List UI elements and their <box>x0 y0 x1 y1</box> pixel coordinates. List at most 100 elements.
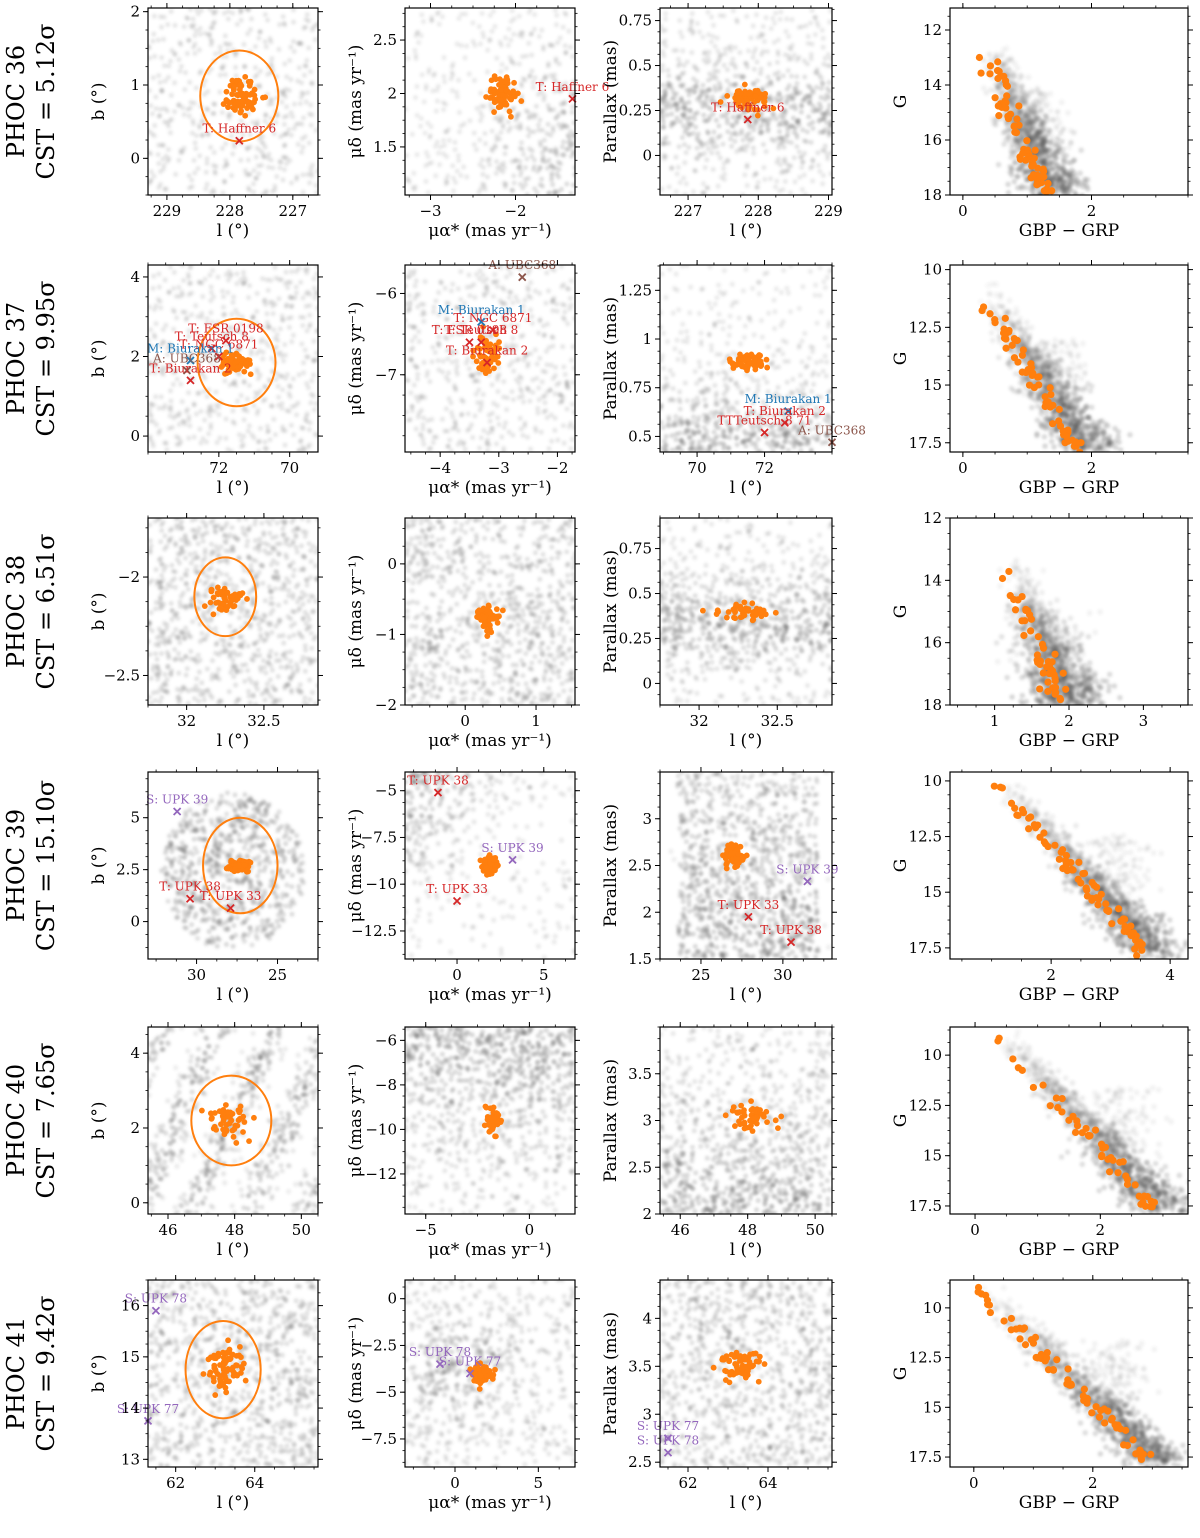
known-cluster-marker: A: UBC368 <box>152 351 221 375</box>
y-tick-label: 14 <box>121 1399 140 1417</box>
y-axis-label: Parallax (mas) <box>601 40 621 163</box>
x-axis-label: l (°) <box>730 478 763 498</box>
member-point <box>1003 92 1011 100</box>
member-point <box>735 851 741 857</box>
x-tick-label: 0 <box>970 1221 980 1239</box>
member-point <box>229 77 236 84</box>
y-tick-label: −2 <box>118 568 140 586</box>
y-tick-label: 1.25 <box>619 281 652 299</box>
y-axis-label: μδ (mas yr⁻¹) <box>346 1064 366 1178</box>
member-point <box>741 1112 748 1119</box>
x-tick-label: 72 <box>209 459 228 477</box>
x-tick-label: 25 <box>691 966 710 984</box>
cluster-members <box>710 1349 768 1386</box>
known-cluster-marker: T: UPK 38 <box>407 774 469 797</box>
member-point <box>1079 1392 1087 1400</box>
member-point <box>1001 77 1010 85</box>
known-cluster-marker: M: Biurakan 1 <box>745 392 832 416</box>
member-point <box>772 1117 779 1124</box>
member-point <box>739 97 746 104</box>
member-point <box>699 607 706 614</box>
member-point <box>761 103 768 110</box>
row-title: PHOC 41 CST = 9.42σ <box>2 1296 60 1452</box>
y-tick-label: 12.5 <box>909 1349 942 1367</box>
member-point <box>228 857 235 864</box>
member-point <box>752 87 759 94</box>
member-point <box>221 595 228 602</box>
ticks: 32 32.5 0 0.25 0.5 0.75 <box>619 513 837 730</box>
field-stars <box>981 1285 1188 1467</box>
known-cluster-label: T: UPK 33 <box>200 889 262 903</box>
cluster-members <box>990 782 1146 959</box>
member-point <box>736 1118 742 1125</box>
y-tick-label: 2.5 <box>628 1158 652 1176</box>
member-point <box>1080 869 1089 877</box>
y-axis-label: Parallax (mas) <box>601 550 621 673</box>
member-point <box>491 109 497 115</box>
member-point <box>237 103 244 110</box>
y-tick-label: −2.5 <box>104 666 140 684</box>
member-point <box>741 599 748 606</box>
y-tick-label: 16 <box>923 131 942 149</box>
member-point <box>220 1365 227 1371</box>
member-point <box>710 1364 717 1371</box>
member-point <box>1029 1339 1038 1347</box>
member-point <box>1019 809 1028 817</box>
member-point <box>1013 115 1021 123</box>
member-point <box>237 363 244 370</box>
member-point <box>1049 1365 1057 1374</box>
member-point <box>1027 360 1035 368</box>
member-point <box>214 584 221 591</box>
member-point <box>476 1385 483 1392</box>
member-point <box>484 628 490 634</box>
axes-frame <box>404 517 576 706</box>
member-point <box>998 784 1006 792</box>
x-tick-label: 46 <box>671 1221 690 1239</box>
member-point <box>764 1119 770 1125</box>
member-point <box>977 69 985 77</box>
member-point <box>493 862 500 869</box>
selection-circle <box>193 556 258 638</box>
y-tick-label: 3.5 <box>628 1065 652 1083</box>
field-stars <box>999 782 1188 959</box>
y-tick-label: 17.5 <box>909 1448 942 1466</box>
member-point <box>986 1308 994 1317</box>
known-cluster-marker: S: UPK 78 <box>637 1434 699 1457</box>
x-tick-label: 2 <box>1087 202 1097 220</box>
selection-circle <box>202 816 279 915</box>
member-point <box>229 364 236 370</box>
member-point <box>480 605 487 612</box>
axes-frame <box>949 264 1189 453</box>
member-point <box>484 633 491 639</box>
axes-frame <box>404 7 576 196</box>
field-stars <box>405 8 575 195</box>
x-axis-label: μα* (mas yr⁻¹) <box>428 731 552 751</box>
ticks: 0 2 10 12.5 15 17.5 <box>909 1275 1193 1492</box>
ticks: 0 2 10 12.5 15 17.5 <box>909 260 1193 477</box>
x-tick-label: 50 <box>806 1221 825 1239</box>
member-point <box>726 356 733 363</box>
known-cluster-label: T: FSR 0198 <box>188 322 263 336</box>
member-point <box>223 1389 230 1396</box>
y-tick-label: 4 <box>642 1309 652 1327</box>
x-tick-label: 48 <box>738 1221 757 1239</box>
x-tick-label: 4 <box>1165 966 1175 984</box>
member-point <box>231 866 238 872</box>
member-point <box>983 1296 992 1304</box>
cluster-name: PHOC 37 <box>2 302 30 415</box>
member-point <box>1051 677 1059 685</box>
member-point <box>741 612 748 619</box>
field-stars <box>148 1027 318 1214</box>
member-point <box>491 99 498 106</box>
axes-frame <box>404 771 576 960</box>
ticks: 70 72 0.5 0.75 1 1.25 <box>619 260 837 477</box>
known-cluster-label: S: UPK 39 <box>481 841 543 855</box>
member-point <box>212 1368 219 1375</box>
y-tick-label: 2 <box>130 348 140 366</box>
x-axis-label: l (°) <box>730 731 763 751</box>
x-axis-label: l (°) <box>730 1493 763 1513</box>
member-point <box>217 1377 224 1384</box>
